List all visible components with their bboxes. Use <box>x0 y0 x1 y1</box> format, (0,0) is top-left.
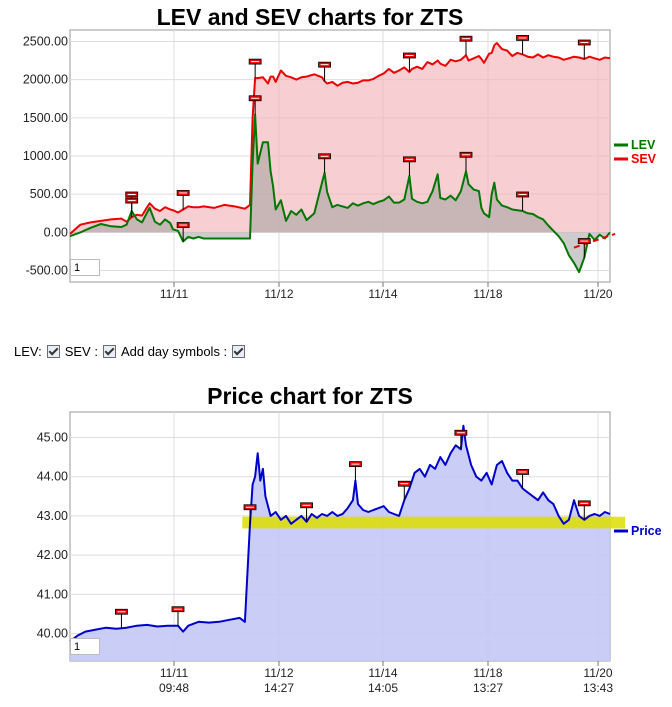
x-tick-time: 09:48 <box>159 681 189 695</box>
y-tick-label: 500.00 <box>30 187 68 201</box>
trend-line <box>573 232 616 249</box>
x-tick-date: 11/20 <box>583 287 612 300</box>
day-marker <box>459 35 473 56</box>
area-fill-sev <box>70 43 610 234</box>
legend-lev-label: LEV <box>631 138 656 152</box>
y-tick-label: 2500.00 <box>23 34 68 48</box>
day-marker <box>176 222 190 242</box>
lev-checkbox[interactable] <box>46 345 60 358</box>
day-marker <box>349 461 362 481</box>
area-fill-price <box>70 425 610 661</box>
day-marker <box>403 156 416 176</box>
x-tick-date: 11/20 <box>583 666 612 680</box>
x-tick-time: 14:05 <box>368 681 398 695</box>
day-marker <box>171 606 185 626</box>
sev-label: SEV : <box>64 344 98 359</box>
series-line-price <box>69 424 611 643</box>
day-marker <box>176 190 190 210</box>
chart-title: LEV and SEV charts for ZTS <box>157 4 464 30</box>
day-marker <box>577 238 591 258</box>
range-input[interactable]: 1 <box>70 259 100 276</box>
legend-sev-label: SEV <box>631 152 657 166</box>
day-marker <box>115 608 128 629</box>
y-tick-label: 45.00 <box>37 430 68 444</box>
x-tick-date: 11/11 <box>160 287 189 300</box>
price-band <box>242 516 626 529</box>
x-tick-time: 13:43 <box>583 681 613 695</box>
day-marker <box>318 61 331 82</box>
chart-controls: LEV: SEV : Add day symbols : <box>14 344 247 359</box>
day-marker <box>243 504 257 524</box>
x-tick-date: 11/12 <box>264 287 293 300</box>
x-tick-time: 14:27 <box>264 681 294 695</box>
x-tick-time: 13:27 <box>473 681 503 695</box>
y-tick-label: 42.00 <box>37 548 68 562</box>
y-tick-label: 1000.00 <box>23 149 68 163</box>
price-chart: Price chart for ZTS 45.00 44.00 43.00 42.00… <box>37 383 662 695</box>
day-marker <box>516 469 529 489</box>
x-tick-date: 11/14 <box>368 666 397 680</box>
day-marker <box>516 35 529 55</box>
x-tick-date: 11/12 <box>264 666 293 680</box>
day-marker <box>459 151 473 172</box>
legend: Price <box>614 524 662 538</box>
day-marker <box>318 153 331 173</box>
day-marker <box>403 52 416 72</box>
lev-sev-chart: LEV and SEV charts for ZTS 2500.00 2000.0… <box>23 4 657 300</box>
x-tick-date: 11/18 <box>473 666 502 680</box>
series-line-lev <box>69 113 611 274</box>
y-tick-label: 2000.00 <box>23 73 68 87</box>
y-tick-label: 1500.00 <box>23 111 68 125</box>
lev-label: LEV: <box>14 344 42 359</box>
day-symbols-checkbox[interactable] <box>232 345 246 358</box>
day-marker <box>248 58 262 79</box>
day-marker <box>300 502 313 522</box>
y-tick-label: 44.00 <box>37 470 68 484</box>
day-marker <box>397 480 411 501</box>
y-tick-label: 40.00 <box>37 627 68 641</box>
day-marker <box>125 197 139 218</box>
day-marker <box>248 95 262 115</box>
day-marker <box>577 39 591 60</box>
y-tick-label: -500.00 <box>26 264 68 278</box>
area-fill-lev <box>70 114 610 273</box>
x-tick-date: 11/11 <box>160 666 189 680</box>
day-marker <box>516 191 529 211</box>
day-marker <box>577 500 591 520</box>
y-tick-label: 41.00 <box>37 587 68 601</box>
range-input[interactable]: 1 <box>70 638 100 655</box>
y-tick-label: 0.00 <box>44 225 68 239</box>
x-tick-date: 11/18 <box>473 287 502 300</box>
day-symbols-label: Add day symbols : <box>120 344 228 359</box>
sev-checkbox[interactable] <box>102 345 116 358</box>
y-tick-label: 43.00 <box>37 509 68 523</box>
day-marker <box>454 429 468 450</box>
legend: LEV SEV <box>614 138 657 166</box>
x-tick-date: 11/14 <box>368 287 397 300</box>
chart-title: Price chart for ZTS <box>207 383 413 409</box>
legend-price-label: Price <box>631 524 662 538</box>
series-line-sev <box>69 42 611 235</box>
